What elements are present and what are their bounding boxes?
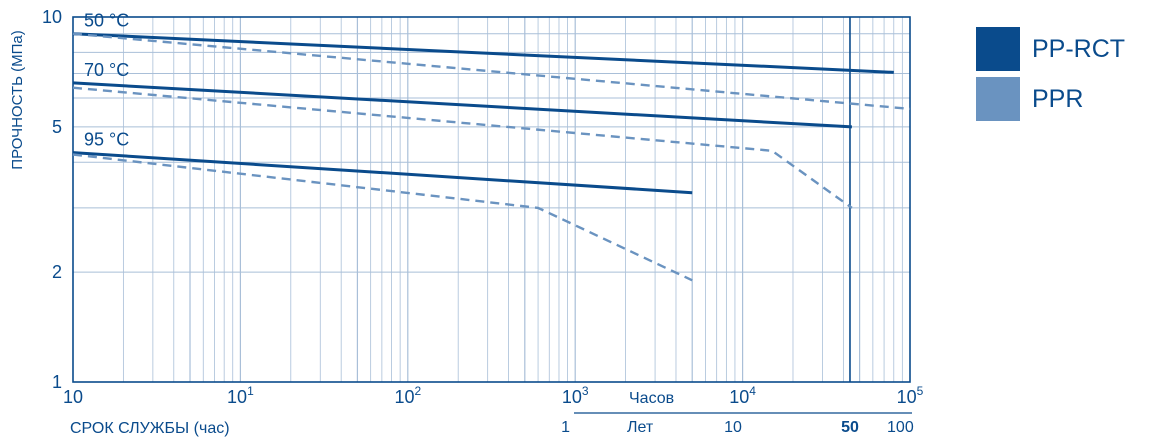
y-tick-label: 5 [52, 117, 62, 137]
legend-label-pp-rct: PP-RCT [1032, 34, 1126, 63]
strength-chart: 50 °C70 °C95 °C1251010101102103104105106… [9, 7, 924, 437]
legend-item-ppr: PPR [976, 74, 1125, 124]
years-tick-label: 1 [561, 419, 570, 436]
years-tick-label: 10 [724, 419, 742, 436]
x-tick-label: 103 [562, 384, 589, 407]
x-tick-label: 10 [63, 387, 83, 407]
series-line-ppr [72, 86, 853, 209]
y-tick-label: 10 [42, 7, 62, 27]
legend-item-pp-rct: PP-RCT [976, 24, 1125, 74]
series-line-pp-rct [72, 151, 693, 195]
years-tick-label: 100 [887, 419, 914, 436]
x-tick-label: 105 [897, 384, 924, 407]
series-line-ppr [72, 32, 911, 111]
x-axis-title: СРОК СЛУЖБЫ (час) [70, 420, 230, 437]
temperature-label: 95 °C [84, 130, 129, 150]
y-tick-label: 2 [52, 262, 62, 282]
years-tick-label: 50 [841, 419, 859, 436]
plot-frame [72, 16, 911, 383]
legend-label-ppr: PPR [1032, 84, 1084, 113]
series-line-ppr [72, 153, 693, 282]
legend-swatch-pp-rct [976, 27, 1020, 71]
x-tick-label: 104 [729, 384, 756, 407]
legend-swatch-ppr [976, 77, 1020, 121]
x-tick-label: 102 [394, 384, 421, 407]
hours-label: Часов [629, 390, 674, 407]
temperature-label: 50 °C [84, 11, 129, 31]
years-label: Лет [627, 419, 654, 436]
series-line-pp-rct [72, 81, 852, 129]
legend: PP-RCT PPR [976, 24, 1125, 124]
temperature-label: 70 °C [84, 60, 129, 80]
y-tick-label: 1 [52, 372, 62, 392]
x-tick-label: 101 [227, 384, 254, 407]
series-line-pp-rct [72, 32, 894, 74]
y-axis-title: ПРОЧНОСТЬ (МПа) [9, 30, 26, 169]
